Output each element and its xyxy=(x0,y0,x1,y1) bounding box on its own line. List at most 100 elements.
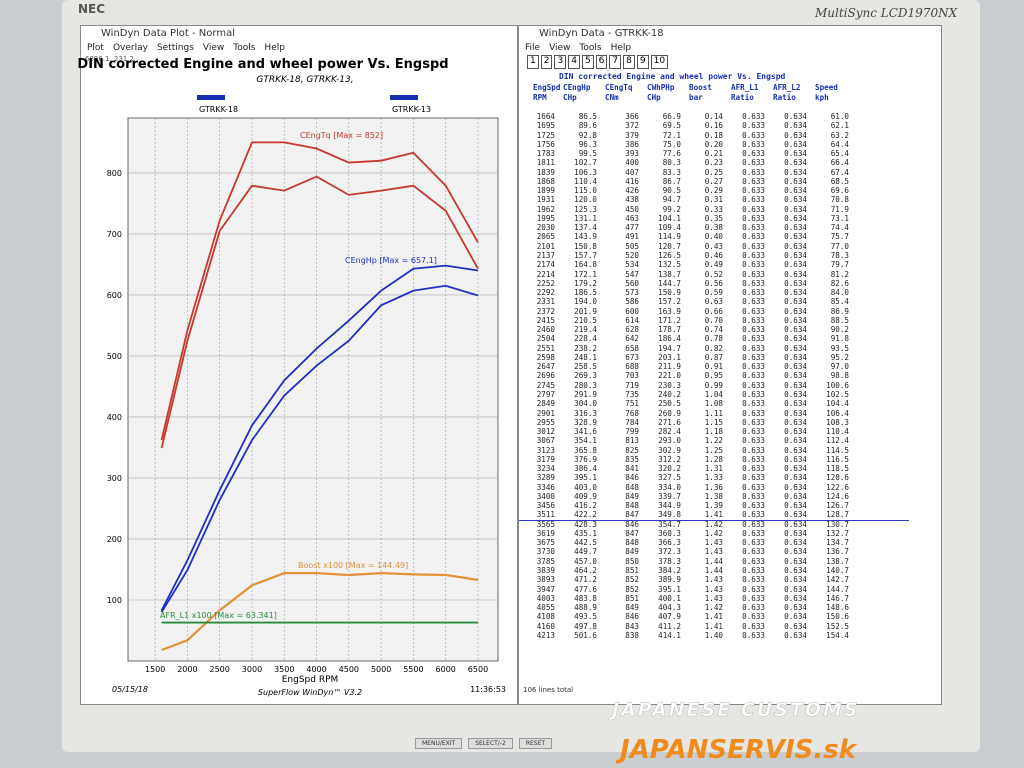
table-cell: 2214 xyxy=(536,269,555,279)
table-cell: 3346 xyxy=(536,482,555,492)
table-cell: 0.634 xyxy=(784,241,807,251)
table-cell: 2292 xyxy=(536,288,555,298)
table-cell: 144.7 xyxy=(826,584,849,594)
table-cell: 642 xyxy=(625,334,639,344)
table-cell: 386.4 xyxy=(574,464,597,474)
table-cell: 0.633 xyxy=(742,510,765,520)
menu-item[interactable]: Settings xyxy=(156,43,194,53)
menu-item[interactable]: View xyxy=(549,43,571,53)
table-cell: 2174 xyxy=(536,260,555,270)
table-cell: 688 xyxy=(625,362,639,372)
table-cell: 0.634 xyxy=(784,593,807,603)
monitor-button[interactable]: RESET xyxy=(518,738,553,749)
table-cell: 1.41 xyxy=(704,621,723,631)
table-cell: 163.9 xyxy=(658,306,681,316)
table-cell: 846 xyxy=(625,473,639,483)
toolbar-button[interactable]: 3 xyxy=(554,55,567,69)
table-cell: 0.33 xyxy=(704,204,723,214)
series-line xyxy=(161,572,479,652)
table-cell: 426 xyxy=(625,186,639,196)
series-line xyxy=(160,141,479,441)
table-cell: 302.9 xyxy=(658,445,681,455)
table-row: 2504 228.4 642 186.4 0.78 0.633 0.634 91.8 xyxy=(525,334,941,343)
table-cell: 614 xyxy=(625,315,639,325)
table-cell: 395.1 xyxy=(574,473,597,483)
table-cell: 848 xyxy=(625,482,639,492)
table-cell: 0.633 xyxy=(742,306,765,316)
table-row: 2252 179.2 560 144.7 0.56 0.633 0.634 82.6 xyxy=(525,279,941,288)
menu-item[interactable]: Help xyxy=(264,43,285,53)
monitor-button[interactable]: MENU/EXIT xyxy=(415,738,463,749)
table-cell: 328.9 xyxy=(574,417,597,427)
toolbar-button[interactable]: 10 xyxy=(650,55,669,69)
table-cell: 372 xyxy=(625,121,639,131)
table-cell: 82.6 xyxy=(830,278,849,288)
table-cell: 2901 xyxy=(536,408,555,418)
table-cell: 312.2 xyxy=(658,454,681,464)
table-cell: 838 xyxy=(625,630,639,640)
table-cell: 150.8 xyxy=(574,241,597,251)
table-cell: 416 xyxy=(625,176,639,186)
monitor-button[interactable]: SELECT/-2 xyxy=(468,738,513,749)
toolbar-button[interactable]: 9 xyxy=(636,55,649,69)
table-cell: 334.0 xyxy=(658,482,681,492)
table-cell: 1756 xyxy=(536,139,555,149)
table-cell: 94.7 xyxy=(662,195,681,205)
table-cell: 126.5 xyxy=(658,250,681,260)
menu-item[interactable]: Plot xyxy=(87,43,104,53)
y-tick-label: 800 xyxy=(107,169,122,178)
legend-label: GTRKK-18 xyxy=(199,105,238,114)
table-cell: 138.7 xyxy=(826,556,849,566)
table-cell: 849 xyxy=(625,603,639,613)
toolbar-button[interactable]: 2 xyxy=(540,55,553,69)
table-cell: 0.634 xyxy=(784,399,807,409)
table-cell: 1.42 xyxy=(704,519,723,529)
table-cell: 0.99 xyxy=(704,380,723,390)
table-cell: 0.634 xyxy=(784,139,807,149)
menu-item[interactable]: Help xyxy=(610,43,632,53)
table-cell: 2598 xyxy=(536,352,555,362)
toolbar-button[interactable]: 6 xyxy=(595,55,608,69)
table-cell: 75.7 xyxy=(830,232,849,242)
menu-item[interactable]: Tools xyxy=(579,43,602,53)
menu-item[interactable]: File xyxy=(525,43,541,53)
table-cell: 0.633 xyxy=(742,213,765,223)
toolbar-button[interactable]: 1 xyxy=(527,55,539,69)
table-cell: 386 xyxy=(625,139,639,149)
table-cell: 1695 xyxy=(536,121,555,131)
table-cell: 349.8 xyxy=(658,510,681,520)
table-cell: 1.42 xyxy=(704,603,723,613)
table-cell: 0.633 xyxy=(742,112,765,121)
table-cell: 138.7 xyxy=(658,269,681,279)
table-cell: 171.2 xyxy=(658,315,681,325)
table-cell: 0.634 xyxy=(784,250,807,260)
table-cell: 0.633 xyxy=(742,399,765,409)
table-cell: 0.634 xyxy=(784,204,807,214)
toolbar-button[interactable]: 7 xyxy=(609,55,622,69)
column-header: CHp xyxy=(647,93,661,102)
toolbar-button[interactable]: 5 xyxy=(581,55,594,69)
table-cell: 0.633 xyxy=(742,630,765,640)
menu-item[interactable]: Overlay xyxy=(112,43,148,53)
toolbar-button[interactable]: 4 xyxy=(568,55,580,69)
menu-item[interactable]: Tools xyxy=(233,43,256,53)
table-cell: 0.633 xyxy=(742,288,765,298)
table-cell: 354.7 xyxy=(658,519,681,529)
menu-item[interactable]: View xyxy=(202,43,225,53)
table-cell: 211.9 xyxy=(658,362,681,372)
table-cell: 3565 xyxy=(536,519,555,529)
table-cell: 0.633 xyxy=(742,427,765,437)
watermark: JAPANESE CUSTOMS xyxy=(608,699,860,721)
table-cell: 3289 xyxy=(536,473,555,483)
table-cell: 3456 xyxy=(536,501,555,511)
toolbar-button[interactable]: 8 xyxy=(623,55,635,69)
table-cell: 0.634 xyxy=(784,334,807,344)
table-row: 4213 501.6 838 414.1 1.40 0.633 0.634 154.4 xyxy=(525,631,941,640)
table-cell: 0.633 xyxy=(742,454,765,464)
table-cell: 0.59 xyxy=(704,288,723,298)
table-cell: 376.9 xyxy=(574,454,597,464)
x-tick-label: 3500 xyxy=(274,665,294,674)
table-row: 2551 238.2 658 194.7 0.82 0.633 0.634 93.5 xyxy=(525,344,941,353)
table-cell: 0.633 xyxy=(742,232,765,242)
